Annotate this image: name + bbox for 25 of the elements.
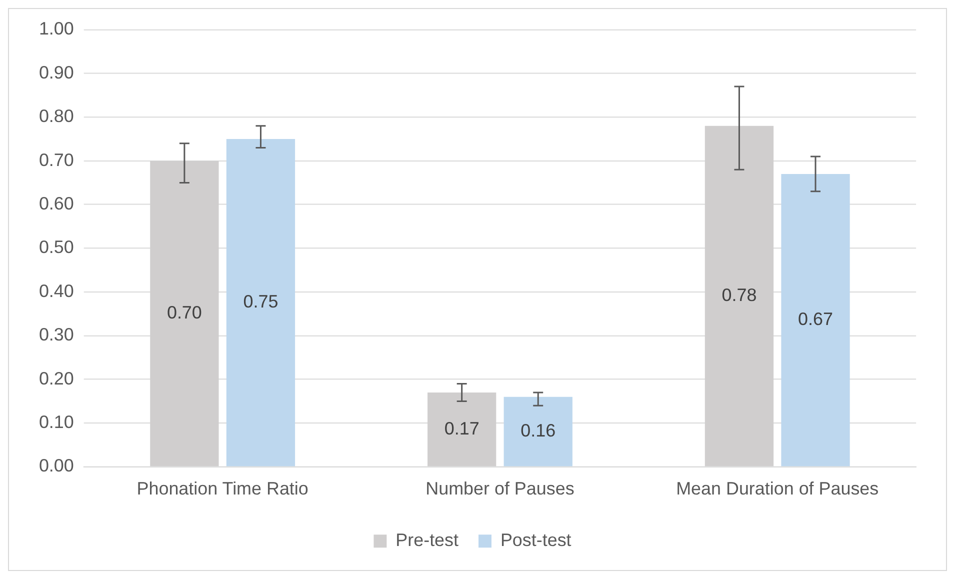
x-tick-label: Mean Duration of Pauses bbox=[676, 478, 879, 498]
x-tick-label: Phonation Time Ratio bbox=[136, 478, 308, 498]
y-tick-label: 0.40 bbox=[38, 280, 74, 301]
legend-label: Pre-test bbox=[396, 530, 459, 550]
data-label: 0.70 bbox=[166, 302, 202, 323]
data-label: 0.16 bbox=[520, 420, 556, 441]
y-tick-label: 0.20 bbox=[38, 368, 74, 388]
data-label: 0.67 bbox=[798, 309, 833, 330]
y-tick-label: 0.90 bbox=[38, 62, 74, 82]
data-label: 0.17 bbox=[444, 418, 480, 438]
y-tick-label: 0.70 bbox=[38, 150, 74, 170]
data-label: 0.78 bbox=[722, 285, 757, 306]
bar bbox=[226, 138, 296, 466]
y-tick-label: 0.30 bbox=[38, 324, 74, 345]
y-tick-label: 0.80 bbox=[38, 106, 74, 126]
bar bbox=[781, 174, 850, 466]
y-tick-label: 1.00 bbox=[38, 18, 74, 39]
y-tick-label: 0.50 bbox=[38, 237, 74, 258]
data-label: 0.75 bbox=[243, 292, 278, 312]
x-tick-label: Number of Pauses bbox=[426, 478, 574, 498]
y-tick-label: 0.60 bbox=[38, 194, 74, 214]
legend-label: Post-test bbox=[500, 530, 572, 550]
y-tick-label: 0.00 bbox=[38, 456, 74, 476]
y-tick-label: 0.10 bbox=[38, 412, 74, 432]
bar bbox=[504, 396, 572, 466]
